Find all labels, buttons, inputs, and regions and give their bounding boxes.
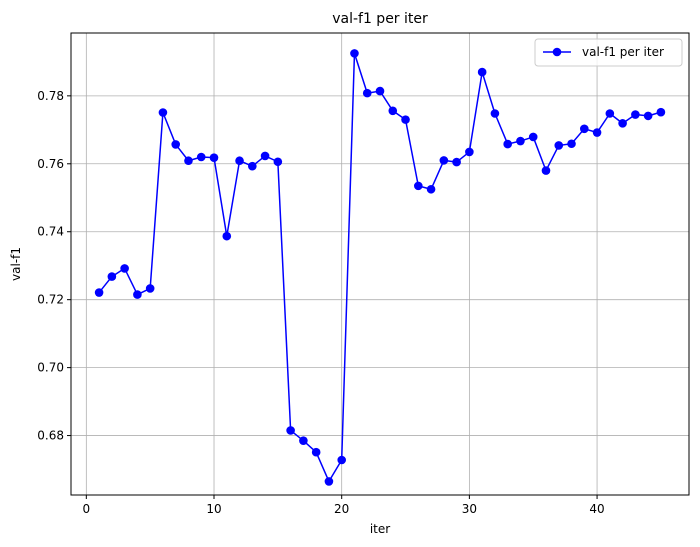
series-layer xyxy=(94,49,666,486)
data-point xyxy=(337,455,346,465)
data-point xyxy=(528,132,538,142)
plot-frame xyxy=(70,32,690,496)
data-point xyxy=(465,147,474,157)
legend-label: val-f1 per iter xyxy=(582,45,664,59)
x-tick-label: 0 xyxy=(83,502,91,516)
data-point xyxy=(439,156,449,165)
data-point xyxy=(516,136,525,146)
data-point xyxy=(592,128,602,137)
data-point xyxy=(554,141,564,150)
data-point xyxy=(145,284,155,293)
data-point xyxy=(94,288,104,297)
x-tick-label: 10 xyxy=(206,502,221,516)
data-point xyxy=(260,151,270,161)
data-point xyxy=(656,107,666,117)
data-point xyxy=(618,119,627,128)
data-point xyxy=(541,166,551,175)
data-point xyxy=(171,140,181,149)
y-tick-label: 0.78 xyxy=(37,89,64,103)
y-tick-label: 0.76 xyxy=(37,157,64,171)
data-point xyxy=(452,157,461,167)
legend-box xyxy=(534,38,683,67)
x-tick-label: 40 xyxy=(589,502,604,516)
data-point xyxy=(426,184,436,194)
data-point xyxy=(643,111,653,121)
data-point xyxy=(477,67,487,77)
y-tick-label: 0.72 xyxy=(37,293,64,307)
data-point xyxy=(120,264,129,273)
data-point xyxy=(248,161,257,171)
data-point xyxy=(273,157,283,167)
data-point xyxy=(362,88,372,98)
data-point xyxy=(286,426,295,435)
data-point xyxy=(414,181,423,191)
data-point xyxy=(184,156,193,166)
data-point xyxy=(107,272,117,281)
data-point xyxy=(579,124,589,134)
x-axis-label: iter xyxy=(370,522,390,536)
legend: val-f1 per iter xyxy=(534,38,683,67)
data-point xyxy=(209,153,219,162)
chart-title: val-f1 per iter xyxy=(332,11,428,27)
grid xyxy=(71,33,689,495)
y-tick-label: 0.74 xyxy=(37,225,64,239)
data-point xyxy=(311,447,321,457)
data-point xyxy=(605,109,615,118)
x-tick-label: 30 xyxy=(462,502,477,516)
data-point xyxy=(324,477,334,486)
data-point xyxy=(631,110,640,119)
series-line xyxy=(98,52,662,483)
y-axis-label: val-f1 xyxy=(9,247,23,281)
y-tick-label: 0.70 xyxy=(37,361,64,375)
data-point xyxy=(401,115,410,124)
data-point xyxy=(158,108,168,117)
data-point xyxy=(388,106,398,116)
data-point xyxy=(350,49,359,58)
y-tick-label: 0.68 xyxy=(37,429,64,443)
data-point xyxy=(567,139,576,149)
data-point xyxy=(235,156,244,166)
data-point xyxy=(375,86,385,96)
data-point xyxy=(490,109,500,118)
data-point xyxy=(503,139,512,149)
legend-marker xyxy=(552,47,562,57)
ticks: 0 10 20 30 40 0.68 0.70 0.72 0.74 0.76 0.78 xyxy=(37,89,604,516)
data-point xyxy=(133,290,142,299)
x-tick-label: 20 xyxy=(334,502,349,516)
data-point xyxy=(196,152,206,162)
data-point xyxy=(222,231,232,241)
data-point xyxy=(299,436,308,445)
